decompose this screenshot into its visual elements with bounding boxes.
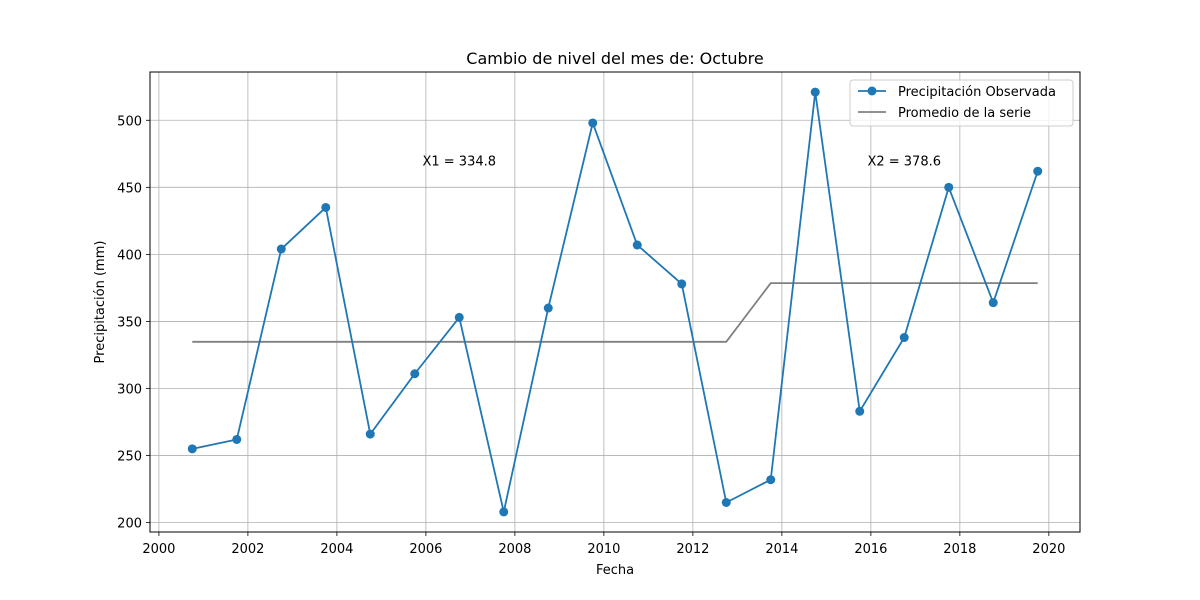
data-point-precipitacion bbox=[499, 507, 509, 517]
y-tick-label: 400 bbox=[117, 248, 142, 263]
y-tick-label: 350 bbox=[117, 315, 142, 330]
y-tick-label: 500 bbox=[117, 114, 142, 129]
grid-lines bbox=[150, 72, 1080, 532]
data-point-precipitacion bbox=[232, 434, 242, 444]
data-point-precipitacion bbox=[810, 87, 820, 97]
y-tick-label: 450 bbox=[117, 181, 142, 196]
x-tick-label: 2008 bbox=[498, 542, 531, 557]
series-line-promedio bbox=[192, 282, 1038, 343]
x-tick-label: 2018 bbox=[943, 542, 976, 557]
data-point-precipitacion bbox=[766, 475, 776, 485]
plot-frame bbox=[149, 71, 1081, 533]
axis-ticks: 2000 2002 2004 2006 2008 2010 2012 2014 2016 2018… bbox=[117, 114, 1065, 557]
x-axis-label: Fecha bbox=[596, 563, 634, 578]
data-point-precipitacion bbox=[988, 298, 998, 308]
x-tick-label: 2016 bbox=[854, 542, 887, 557]
x-tick-label: 2012 bbox=[676, 542, 709, 557]
data-point-precipitacion bbox=[543, 303, 553, 313]
data-point-precipitacion bbox=[1033, 166, 1043, 176]
legend-marker-observada bbox=[867, 86, 877, 96]
series-layer bbox=[187, 87, 1043, 517]
y-axis-label: Precipitación (mm) bbox=[93, 241, 108, 364]
data-point-precipitacion bbox=[276, 244, 286, 254]
x-tick-label: 2002 bbox=[231, 542, 264, 557]
x-tick-label: 2000 bbox=[142, 542, 175, 557]
annotation-x1: X1 = 334.8 bbox=[422, 155, 496, 170]
data-point-precipitacion bbox=[944, 182, 954, 192]
y-tick-label: 300 bbox=[117, 383, 142, 398]
data-point-precipitacion bbox=[454, 312, 464, 322]
data-point-precipitacion bbox=[321, 202, 331, 212]
chart-title: Cambio de nivel del mes de: Octubre bbox=[466, 49, 763, 68]
x-tick-label: 2014 bbox=[765, 542, 798, 557]
x-tick-label: 2004 bbox=[320, 542, 353, 557]
data-point-precipitacion bbox=[855, 406, 865, 416]
annotations: X1 = 334.8 X2 = 378.6 bbox=[422, 155, 941, 170]
data-point-precipitacion bbox=[677, 279, 687, 289]
legend-label-observada: Precipitación Observada bbox=[898, 85, 1056, 100]
x-tick-label: 2020 bbox=[1032, 542, 1065, 557]
annotation-x2: X2 = 378.6 bbox=[867, 155, 941, 170]
data-point-precipitacion bbox=[721, 497, 731, 507]
legend-label-promedio: Promedio de la serie bbox=[898, 106, 1031, 121]
data-point-precipitacion bbox=[187, 444, 197, 454]
data-point-precipitacion bbox=[410, 369, 420, 379]
legend-box bbox=[849, 79, 1074, 127]
data-point-precipitacion bbox=[365, 429, 375, 439]
x-tick-label: 2006 bbox=[409, 542, 442, 557]
data-point-precipitacion bbox=[899, 333, 909, 343]
y-tick-label: 250 bbox=[117, 450, 142, 465]
x-tick-label: 2010 bbox=[587, 542, 620, 557]
data-point-precipitacion bbox=[588, 118, 598, 128]
y-tick-label: 200 bbox=[117, 517, 142, 532]
data-point-precipitacion bbox=[632, 240, 642, 250]
series-line-precipitacion bbox=[192, 91, 1039, 513]
legend: Precipitación Observada Promedio de la s… bbox=[849, 79, 1074, 127]
